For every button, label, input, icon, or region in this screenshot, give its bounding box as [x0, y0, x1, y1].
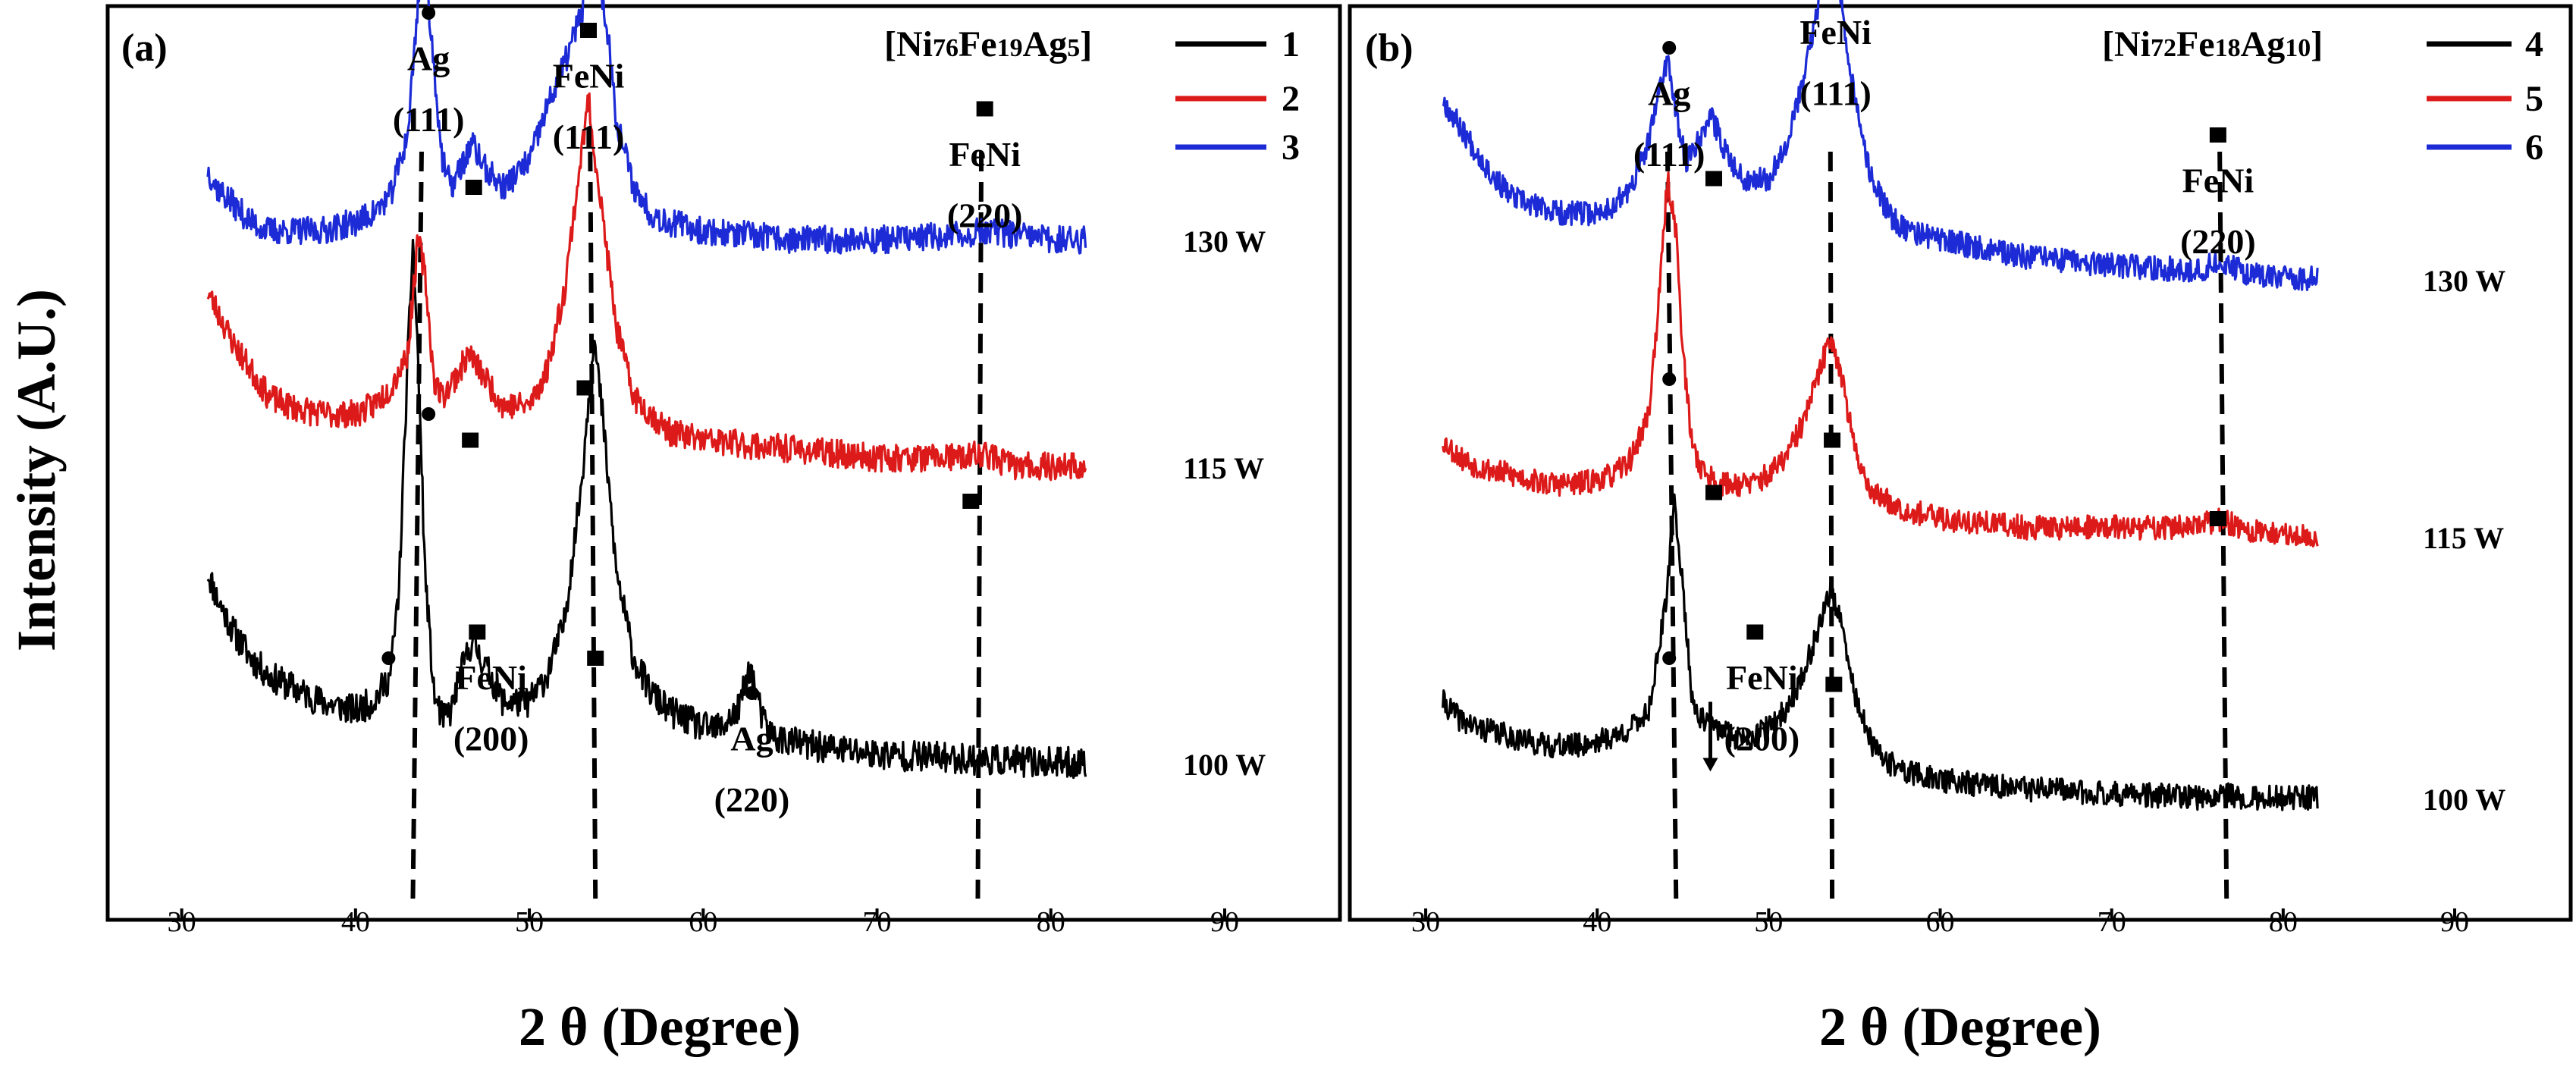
arrow-head	[1702, 758, 1718, 772]
series-3-line	[206, 0, 1087, 255]
x-tick-label: 40	[341, 906, 370, 938]
x-tick-label: 80	[1037, 906, 1065, 938]
peak-annotation: (220)	[2180, 222, 2256, 261]
panel-a-power-labels: 100 W 115 W 130 W	[1183, 224, 1266, 782]
feni-peak-marker	[962, 494, 980, 509]
ag-peak-marker	[1662, 372, 1677, 386]
ag-peak-marker	[422, 407, 436, 421]
peak-annotation: FeNi	[1799, 13, 1872, 52]
power-label-5: 115 W	[2423, 521, 2504, 555]
series-4-line	[1442, 493, 2319, 811]
feni-peak-marker	[465, 180, 482, 195]
power-label-3: 130 W	[1183, 224, 1266, 259]
peak-annotation: FeNi	[2182, 162, 2254, 200]
power-label-2: 115 W	[1183, 451, 1264, 485]
feni-peak-marker	[1746, 624, 1764, 640]
panel-b-legend-label-5: 5	[2525, 79, 2543, 119]
panel-a-label: (a)	[121, 27, 168, 70]
feni-peak-marker	[462, 432, 479, 448]
x-tick-label: 50	[1754, 906, 1783, 938]
feni-peak-marker	[2209, 511, 2226, 526]
panel-a-legend-label-1: 1	[1282, 24, 1300, 64]
panel-b: (b) [Ni72Fe18Ag10] 4 5 6 FeNi (111) Ag (111…	[1348, 0, 2573, 1057]
panel-a-legend-label-2: 2	[1282, 79, 1300, 119]
peak-annotation: FeNi	[1726, 658, 1798, 697]
series-6-line	[1442, 0, 2319, 291]
peak-annotation: (220)	[947, 196, 1023, 235]
peak-annotation: (200)	[1724, 720, 1800, 758]
panel-b-series-group	[1442, 0, 2319, 811]
power-label-6: 130 W	[2423, 264, 2505, 298]
panel-a: (a) [Ni76Fe19Ag5] 1 2 3 Ag (111) FeNi (111)…	[105, 0, 1342, 1057]
peak-annotation: (200)	[453, 720, 529, 758]
panel-a-x-ticks: 30 40 50 60 70 80 90	[168, 906, 1239, 938]
panel-b-x-ticks: 30 40 50 60 70 80 90	[1411, 906, 2469, 938]
feni-peak-marker	[469, 624, 486, 640]
series-5-line	[1442, 171, 2319, 547]
peak-annotation: FeNi	[553, 57, 625, 96]
x-tick-label: 70	[2098, 906, 2126, 938]
panel-a-annotations: Ag (111) FeNi (111) FeNi (220) FeNi (200) Ag (220…	[381, 6, 1022, 819]
reference-dashed-line	[975, 151, 984, 899]
x-tick-label: 90	[2440, 906, 2469, 938]
feni-peak-marker	[576, 380, 594, 396]
x-tick-label: 30	[168, 906, 196, 938]
power-label-1: 100 W	[1183, 748, 1266, 782]
peak-annotation: (111)	[1633, 135, 1705, 174]
peak-annotation: (111)	[1799, 74, 1872, 113]
peak-annotation: Ag	[407, 39, 450, 78]
panel-b-legend-label-4: 4	[2525, 24, 2543, 64]
panel-b-frame	[1348, 4, 2573, 922]
series-1-line	[206, 238, 1087, 780]
x-tick-label: 80	[2269, 906, 2298, 938]
feni-peak-marker	[1705, 171, 1723, 187]
ag-peak-marker	[1662, 41, 1677, 55]
ag-peak-marker	[1662, 651, 1677, 665]
ag-peak-marker	[381, 651, 396, 665]
reference-dashed-line	[1828, 151, 1835, 899]
panel-b-legend-title: [Ni72Fe18Ag10]	[2102, 24, 2323, 64]
feni-peak-marker	[1705, 485, 1723, 500]
peak-annotation: Ag	[1648, 74, 1690, 113]
feni-peak-marker	[1824, 432, 1841, 448]
peak-annotation: (111)	[553, 118, 625, 156]
x-tick-label: 90	[1210, 906, 1239, 938]
ag-peak-marker	[422, 6, 436, 20]
panel-a-x-axis-title: 2 θ (Degree)	[519, 996, 801, 1057]
feni-peak-marker	[1825, 676, 1843, 692]
x-tick-label: 40	[1583, 906, 1611, 938]
feni-peak-marker	[976, 101, 993, 117]
series-2-line	[206, 92, 1087, 482]
peak-annotation: Ag	[730, 720, 773, 758]
power-label-4: 100 W	[2423, 783, 2505, 817]
y-axis-title: Intensity (A.U.)	[6, 289, 67, 651]
feni-peak-marker	[2209, 127, 2226, 143]
panel-b-label: (b)	[1365, 27, 1414, 70]
ag-peak-marker	[745, 686, 759, 700]
x-tick-label: 60	[1926, 906, 1955, 938]
panel-b-x-axis-title: 2 θ (Degree)	[1819, 996, 2101, 1057]
feni-peak-marker	[580, 23, 598, 38]
panel-b-legend-label-6: 6	[2525, 127, 2543, 168]
panel-b-annotations: FeNi (111) Ag (111) FeNi (220) FeNi (200)	[1633, 13, 2256, 772]
reference-dashed-line	[588, 151, 598, 899]
panel-a-series-group	[206, 0, 1087, 780]
panel-b-power-labels: 100 W 115 W 130 W	[2423, 264, 2505, 817]
reference-dashed-line	[410, 151, 424, 899]
peak-annotation: FeNi	[949, 135, 1021, 174]
feni-peak-marker	[587, 651, 604, 666]
panel-a-legend-label-3: 3	[1282, 127, 1300, 168]
peak-annotation: FeNi	[455, 658, 527, 697]
x-tick-label: 30	[1411, 906, 1440, 938]
peak-annotation: (220)	[714, 780, 790, 819]
peak-annotation: (111)	[393, 100, 465, 139]
x-tick-label: 50	[515, 906, 544, 938]
panel-a-reference-lines	[410, 151, 984, 899]
panel-a-legend-title: [Ni76Fe19Ag5]	[884, 24, 1092, 64]
panel-a-frame	[105, 4, 1342, 922]
x-tick-label: 70	[863, 906, 892, 938]
x-tick-label: 60	[689, 906, 717, 938]
